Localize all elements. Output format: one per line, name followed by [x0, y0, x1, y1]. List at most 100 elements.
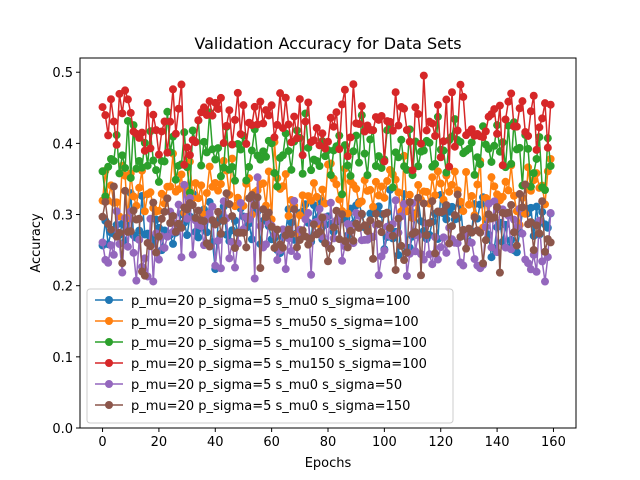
data-point	[369, 233, 378, 242]
data-point	[442, 95, 451, 104]
data-point	[498, 138, 507, 147]
data-point	[177, 253, 186, 262]
data-point	[183, 214, 192, 223]
data-point	[250, 274, 259, 283]
data-point	[326, 113, 335, 122]
data-point	[504, 208, 513, 217]
data-point	[200, 137, 208, 146]
data-point	[281, 170, 290, 179]
data-point	[118, 268, 127, 277]
data-point	[498, 161, 507, 170]
data-point	[459, 92, 468, 101]
data-point	[481, 236, 490, 245]
data-point	[214, 144, 223, 153]
x-tick-label: 40	[207, 435, 224, 450]
data-point	[504, 186, 513, 195]
data-point	[470, 255, 479, 264]
data-point	[188, 250, 197, 259]
data-point	[405, 190, 414, 199]
data-point	[324, 137, 332, 146]
data-point	[104, 162, 113, 171]
x-tick-label: 120	[428, 435, 453, 450]
data-point	[228, 140, 237, 149]
data-point	[400, 104, 409, 113]
data-point	[349, 236, 358, 245]
data-point	[166, 218, 175, 227]
data-point	[383, 208, 392, 217]
data-point	[183, 231, 192, 240]
legend-item: p_mu=20 p_sigma=5 s_mu0 s_sigma=100	[95, 294, 410, 309]
legend-label: p_mu=20 p_sigma=5 s_mu0 s_sigma=50	[131, 378, 402, 393]
data-point	[236, 130, 245, 139]
data-point	[242, 176, 251, 185]
data-point	[386, 223, 394, 232]
data-point	[532, 145, 541, 154]
data-point	[318, 185, 327, 194]
data-point	[541, 277, 549, 286]
series-4	[98, 71, 555, 175]
legend-label: p_mu=20 p_sigma=5 s_mu0 s_sigma=100	[131, 294, 410, 309]
data-point	[177, 223, 186, 232]
data-point	[535, 123, 544, 132]
data-point	[459, 207, 468, 216]
data-point	[394, 188, 403, 197]
y-axis: 0.0 0.1 0.2 0.3 0.4 0.5	[52, 66, 80, 437]
data-point	[338, 210, 347, 219]
series-line	[101, 184, 552, 278]
data-point	[470, 170, 479, 179]
data-point	[183, 205, 192, 214]
data-point	[366, 135, 375, 144]
legend-marker	[105, 317, 113, 325]
data-point	[231, 263, 239, 272]
data-point	[363, 171, 372, 180]
data-point	[476, 160, 485, 169]
data-point	[194, 206, 203, 215]
legend-label: p_mu=20 p_sigma=5 s_mu150 s_sigma=100	[131, 357, 427, 372]
data-point	[448, 88, 456, 97]
data-point	[166, 182, 175, 191]
data-point	[287, 247, 296, 256]
data-point	[479, 259, 487, 268]
y-tick-label: 0.0	[52, 422, 73, 437]
data-point	[273, 255, 282, 264]
data-point	[425, 138, 434, 147]
data-point	[318, 129, 327, 138]
data-point	[298, 226, 307, 235]
data-point	[529, 169, 538, 178]
x-tick-label: 20	[151, 435, 168, 450]
data-point	[326, 159, 335, 168]
data-point	[191, 138, 200, 147]
data-point	[270, 169, 279, 178]
data-point	[335, 145, 344, 154]
data-point	[174, 185, 183, 194]
legend-label: p_mu=20 p_sigma=5 s_mu0 s_sigma=150	[131, 399, 410, 414]
data-point	[439, 207, 448, 216]
data-point	[321, 152, 330, 161]
data-point	[380, 157, 389, 166]
data-point	[346, 133, 355, 142]
data-point	[143, 161, 152, 170]
data-point	[157, 214, 166, 223]
data-point	[419, 146, 428, 155]
data-point	[487, 243, 496, 252]
data-point	[163, 107, 172, 116]
data-point	[146, 214, 155, 223]
series-6	[98, 180, 555, 280]
data-point	[126, 108, 135, 117]
data-point	[388, 183, 397, 192]
data-point	[332, 108, 341, 117]
data-point	[293, 252, 301, 261]
data-point	[225, 106, 234, 115]
data-point	[414, 193, 423, 202]
data-point	[284, 120, 293, 129]
data-point	[386, 117, 394, 126]
data-point	[214, 236, 223, 245]
data-point	[394, 121, 403, 130]
data-point	[464, 200, 473, 209]
data-point	[222, 189, 231, 198]
data-point	[411, 228, 420, 237]
x-tick-label: 80	[320, 435, 337, 450]
data-point	[284, 211, 293, 220]
data-point	[171, 175, 180, 184]
data-point	[467, 192, 476, 201]
